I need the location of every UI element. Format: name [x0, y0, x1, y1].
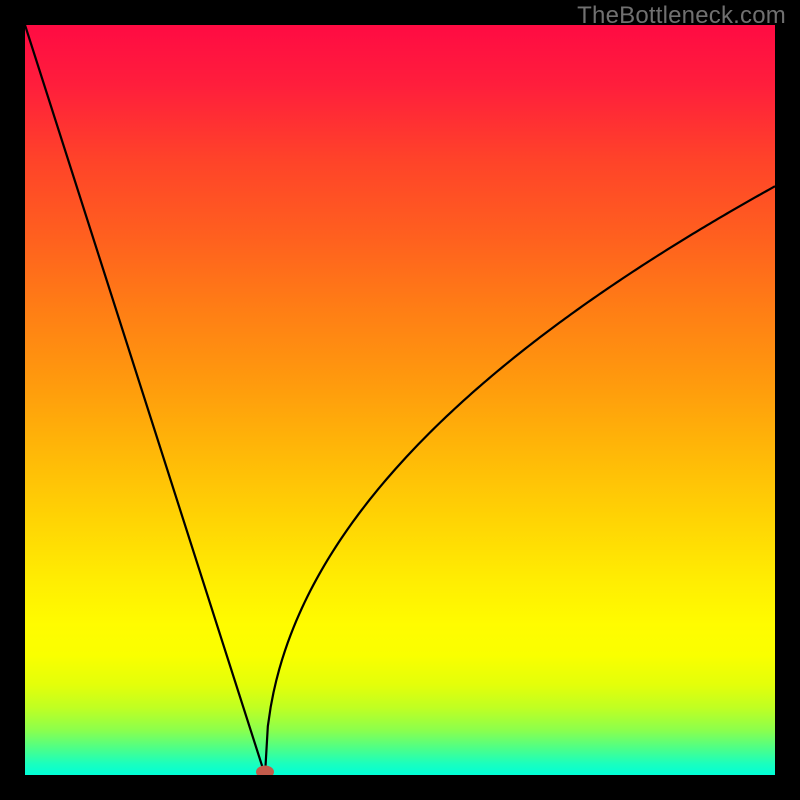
chart-svg [25, 25, 775, 775]
watermark-text: TheBottleneck.com [577, 2, 786, 30]
plot-area [25, 25, 775, 775]
chart-container: TheBottleneck.com [0, 0, 800, 800]
gradient-background [25, 25, 775, 775]
